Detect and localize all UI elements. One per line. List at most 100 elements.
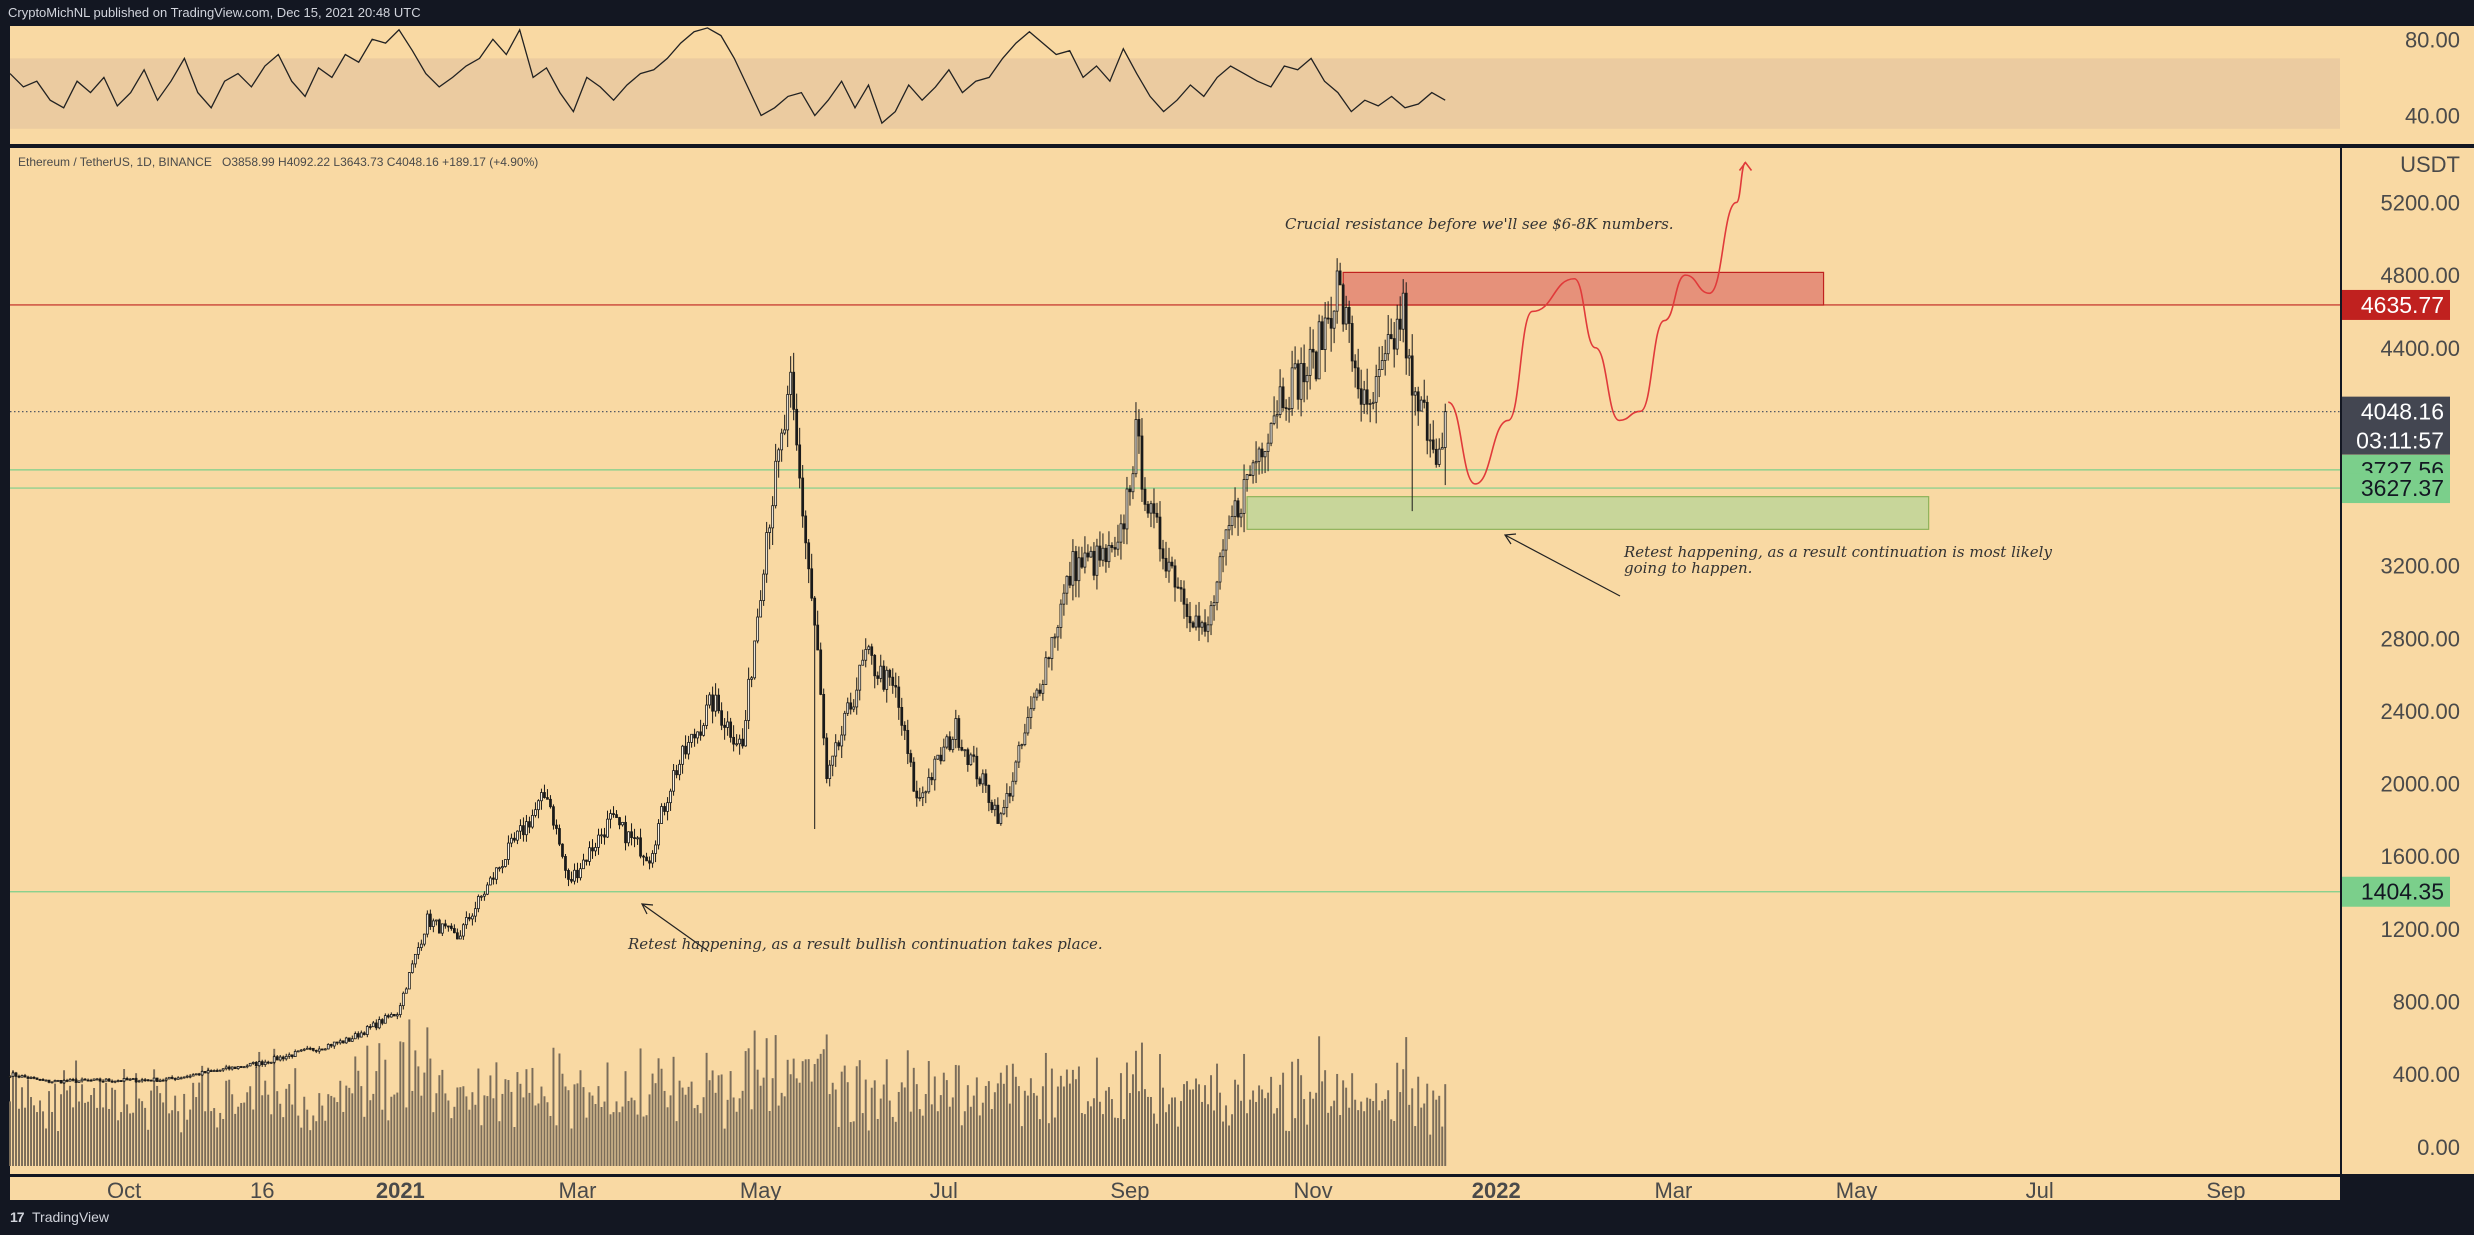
volume-bar (1044, 1052, 1047, 1166)
volume-bar (1336, 1073, 1339, 1166)
candle-body (819, 649, 823, 695)
volume-bar (1411, 1088, 1414, 1166)
volume-bar (663, 1090, 666, 1166)
volume-bar (1095, 1057, 1098, 1166)
volume-bar (1267, 1092, 1270, 1166)
volume-bar (1201, 1101, 1203, 1166)
candle-body (1026, 717, 1030, 734)
candle-body (807, 542, 811, 570)
volume-bar (198, 1082, 201, 1166)
candle-body (1185, 603, 1189, 617)
volume-bar (1396, 1062, 1399, 1166)
candle-body (1428, 439, 1432, 442)
candle-body (308, 1047, 312, 1050)
volume-bar (108, 1108, 111, 1166)
candle-body (813, 597, 817, 626)
volume-bar (297, 1115, 300, 1166)
price-tag-bg (2342, 396, 2450, 455)
candle-body (1062, 592, 1066, 605)
volume-bar (660, 1068, 663, 1166)
candle-body (425, 913, 429, 935)
volume-bar (1180, 1101, 1182, 1166)
candle-body (834, 742, 838, 757)
volume-bar (480, 1125, 483, 1166)
candle-body (287, 1054, 291, 1057)
annotation-support-note-2: going to happen. (1624, 559, 1752, 577)
volume-bar (918, 1109, 921, 1166)
volume-bar (1315, 1092, 1318, 1166)
candle-body (924, 791, 928, 794)
publish-line: CryptoMichNL published on TradingView.co… (8, 5, 421, 20)
volume-bar (840, 1071, 843, 1166)
candle-body (999, 813, 1003, 824)
candle-body (621, 821, 624, 826)
volume-bar (732, 1097, 735, 1166)
volume-bar (306, 1109, 309, 1166)
candle-body (398, 1005, 402, 1016)
candle-body (293, 1051, 297, 1057)
candle-body (507, 842, 510, 860)
candle-body (1383, 353, 1387, 361)
volume-bar (384, 1059, 387, 1166)
volume-bar (897, 1091, 900, 1166)
volume-bar (927, 1061, 930, 1166)
candle-body (897, 686, 901, 708)
volume-bar (1225, 1105, 1228, 1166)
volume-bar (540, 1086, 543, 1166)
candle-body (356, 1033, 360, 1038)
volume-bar (471, 1092, 474, 1166)
candle-body (1221, 549, 1225, 558)
volume-bar (72, 1107, 75, 1166)
candle-body (1158, 516, 1162, 550)
support-zone (1246, 496, 1930, 530)
chart-area[interactable]: 80.00 40.00 Crucial resistance before we'… (0, 26, 2474, 1200)
candle-body (1395, 318, 1399, 350)
candle-body (359, 1032, 363, 1038)
candle-body (765, 532, 769, 575)
volume-bar (690, 1081, 693, 1166)
volume-bar (960, 1125, 963, 1166)
candle-body (975, 755, 979, 780)
volume-bar (345, 1085, 348, 1166)
candle-body (1239, 512, 1243, 518)
volume-bar (1183, 1084, 1185, 1166)
volume-bar (15, 1073, 17, 1166)
candle-body (1155, 512, 1159, 518)
volume-bar (60, 1094, 63, 1166)
candle-body (86, 1079, 90, 1082)
volume-bar (1321, 1081, 1324, 1166)
volume-bar (1165, 1112, 1167, 1166)
candle-body (1365, 389, 1369, 405)
candle-body (1122, 523, 1126, 530)
volume-bar (1381, 1100, 1384, 1166)
candle-body (1416, 391, 1420, 412)
volume-bar (687, 1086, 690, 1166)
volume-bar (222, 1118, 225, 1166)
time-tick-label: May (740, 1178, 782, 1200)
volume-bar (237, 1106, 240, 1166)
volume-bar (543, 1096, 546, 1166)
candle-body (1380, 360, 1384, 370)
volume-bar (429, 1058, 432, 1166)
volume-bar (36, 1112, 38, 1166)
volume-bar (498, 1121, 501, 1166)
candle-body (978, 778, 982, 785)
volume-bar (1360, 1101, 1363, 1166)
candle-body (1227, 525, 1231, 531)
volume-bar (321, 1105, 324, 1166)
candle-body (744, 720, 748, 747)
candle-body (1071, 551, 1075, 586)
volume-bar (795, 1078, 798, 1166)
volume-bar (1255, 1101, 1258, 1166)
volume-bar (1291, 1061, 1294, 1166)
candle-body (993, 804, 997, 811)
candle-body (936, 754, 940, 760)
candle-body (1287, 408, 1291, 410)
volume-bar (933, 1076, 936, 1166)
volume-bar (501, 1093, 504, 1166)
price-tick-label: 3200.00 (2380, 554, 2460, 579)
volume-bar (747, 1048, 750, 1166)
candle-body (549, 798, 552, 808)
volume-bar (1150, 1096, 1152, 1166)
volume-bar (1327, 1112, 1330, 1166)
